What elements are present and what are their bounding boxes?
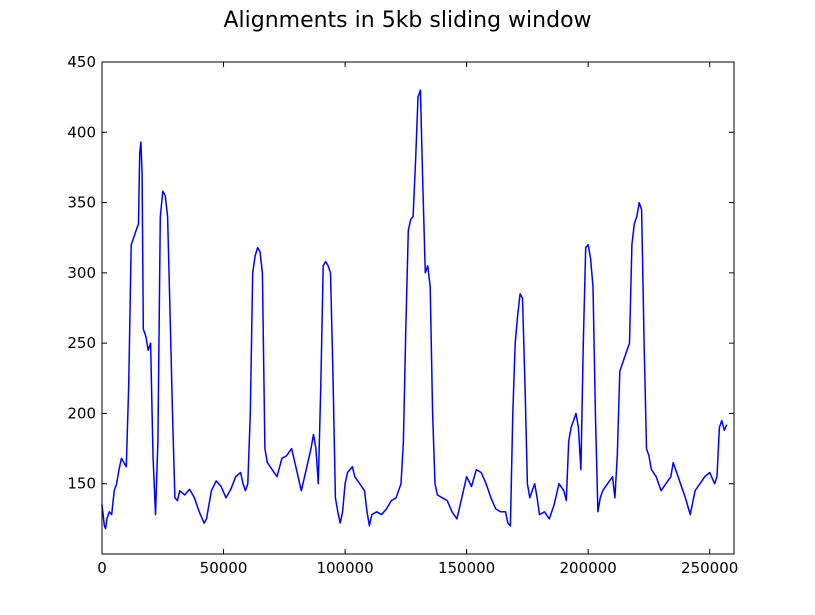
- x-tick-label: 200000: [560, 559, 617, 577]
- x-tick-label: 250000: [681, 559, 738, 577]
- y-tick-label: 400: [67, 123, 96, 141]
- x-tick-label: 100000: [316, 559, 373, 577]
- y-tick-label: 350: [67, 194, 96, 212]
- series-line-0: [101, 89, 728, 530]
- y-tick-label: 300: [67, 264, 96, 282]
- plot-frame: [101, 61, 735, 555]
- y-tick-label: 150: [67, 475, 96, 493]
- x-tick-label: 50000: [200, 559, 248, 577]
- x-tick-label: 150000: [438, 559, 495, 577]
- y-tick-label: 450: [67, 53, 96, 71]
- x-tick-label: 0: [97, 559, 107, 577]
- y-tick-label: 250: [67, 334, 96, 352]
- chart-title: Alignments in 5kb sliding window: [223, 8, 592, 33]
- y-tick-label: 200: [67, 404, 96, 422]
